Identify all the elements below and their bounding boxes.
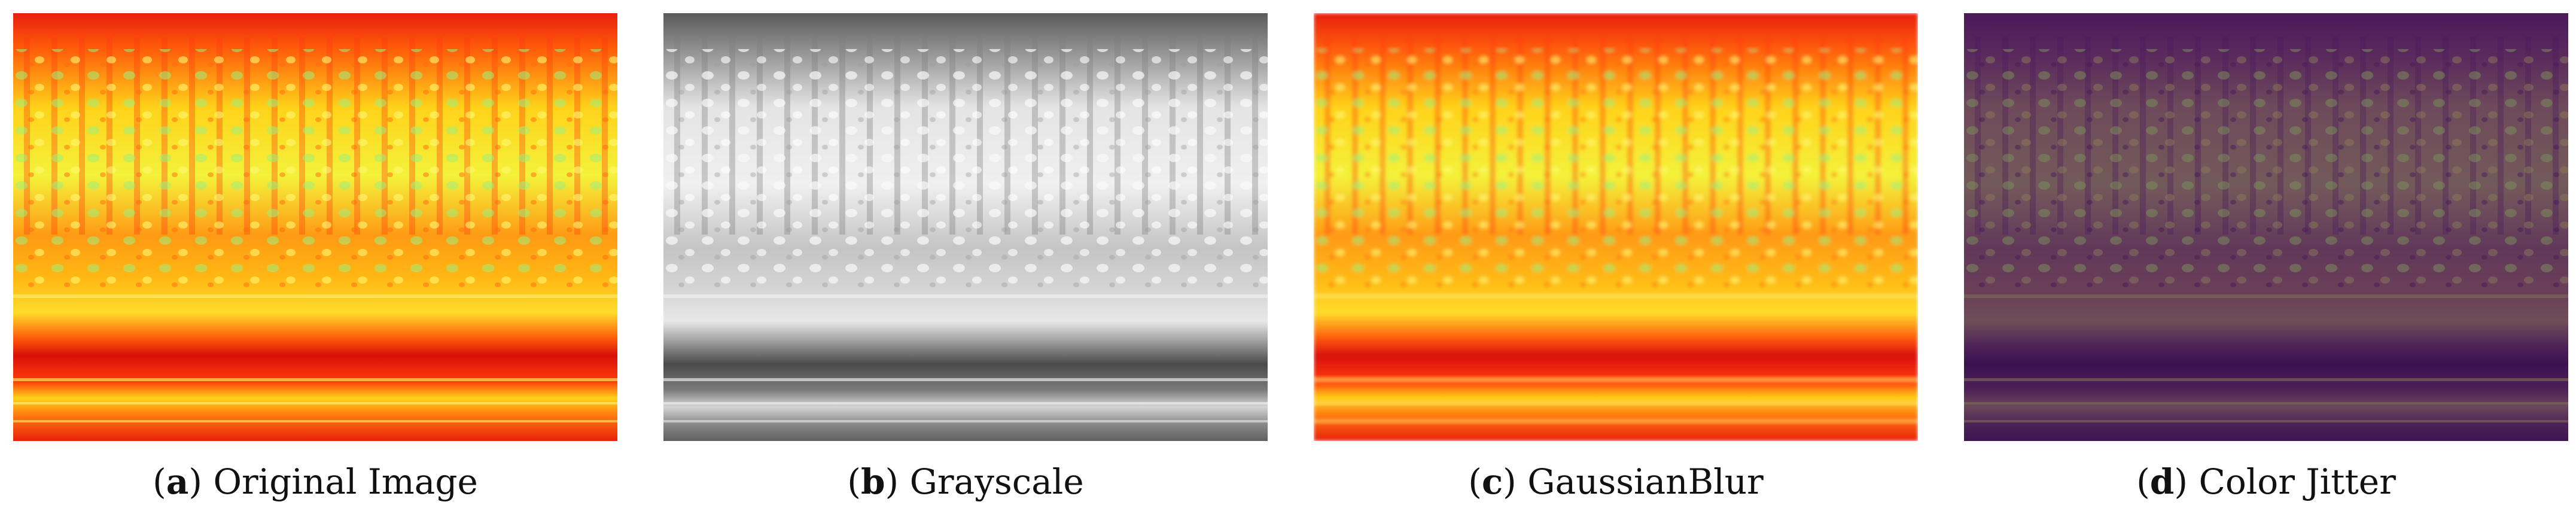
panel-gaussian-blur bbox=[1314, 13, 1918, 441]
panel-color-jitter bbox=[1964, 13, 2568, 441]
panel-grayscale bbox=[663, 13, 1268, 441]
spectrogram-original-image bbox=[13, 13, 617, 441]
caption-letter: b bbox=[860, 461, 885, 502]
caption-letter: d bbox=[2149, 461, 2175, 502]
spectrogram-color-jitter bbox=[1964, 13, 2568, 441]
caption-title: Original Image bbox=[213, 461, 478, 502]
caption-grayscale: (b) Grayscale bbox=[847, 461, 1084, 502]
caption-gaussian-blur: (c) GaussianBlur bbox=[1468, 461, 1764, 502]
caption-letter: a bbox=[166, 461, 189, 502]
spectrogram-gaussian-blur bbox=[1314, 13, 1918, 441]
caption-original-image: (a) Original Image bbox=[153, 461, 478, 502]
caption-color-jitter: (d) Color Jitter bbox=[2136, 461, 2396, 502]
caption-title: GaussianBlur bbox=[1527, 461, 1764, 502]
panel-original-image bbox=[13, 13, 617, 441]
spectrogram-grayscale bbox=[663, 13, 1268, 441]
caption-title: Grayscale bbox=[909, 461, 1084, 502]
caption-title: Color Jitter bbox=[2199, 461, 2396, 502]
caption-letter: c bbox=[1481, 461, 1503, 502]
